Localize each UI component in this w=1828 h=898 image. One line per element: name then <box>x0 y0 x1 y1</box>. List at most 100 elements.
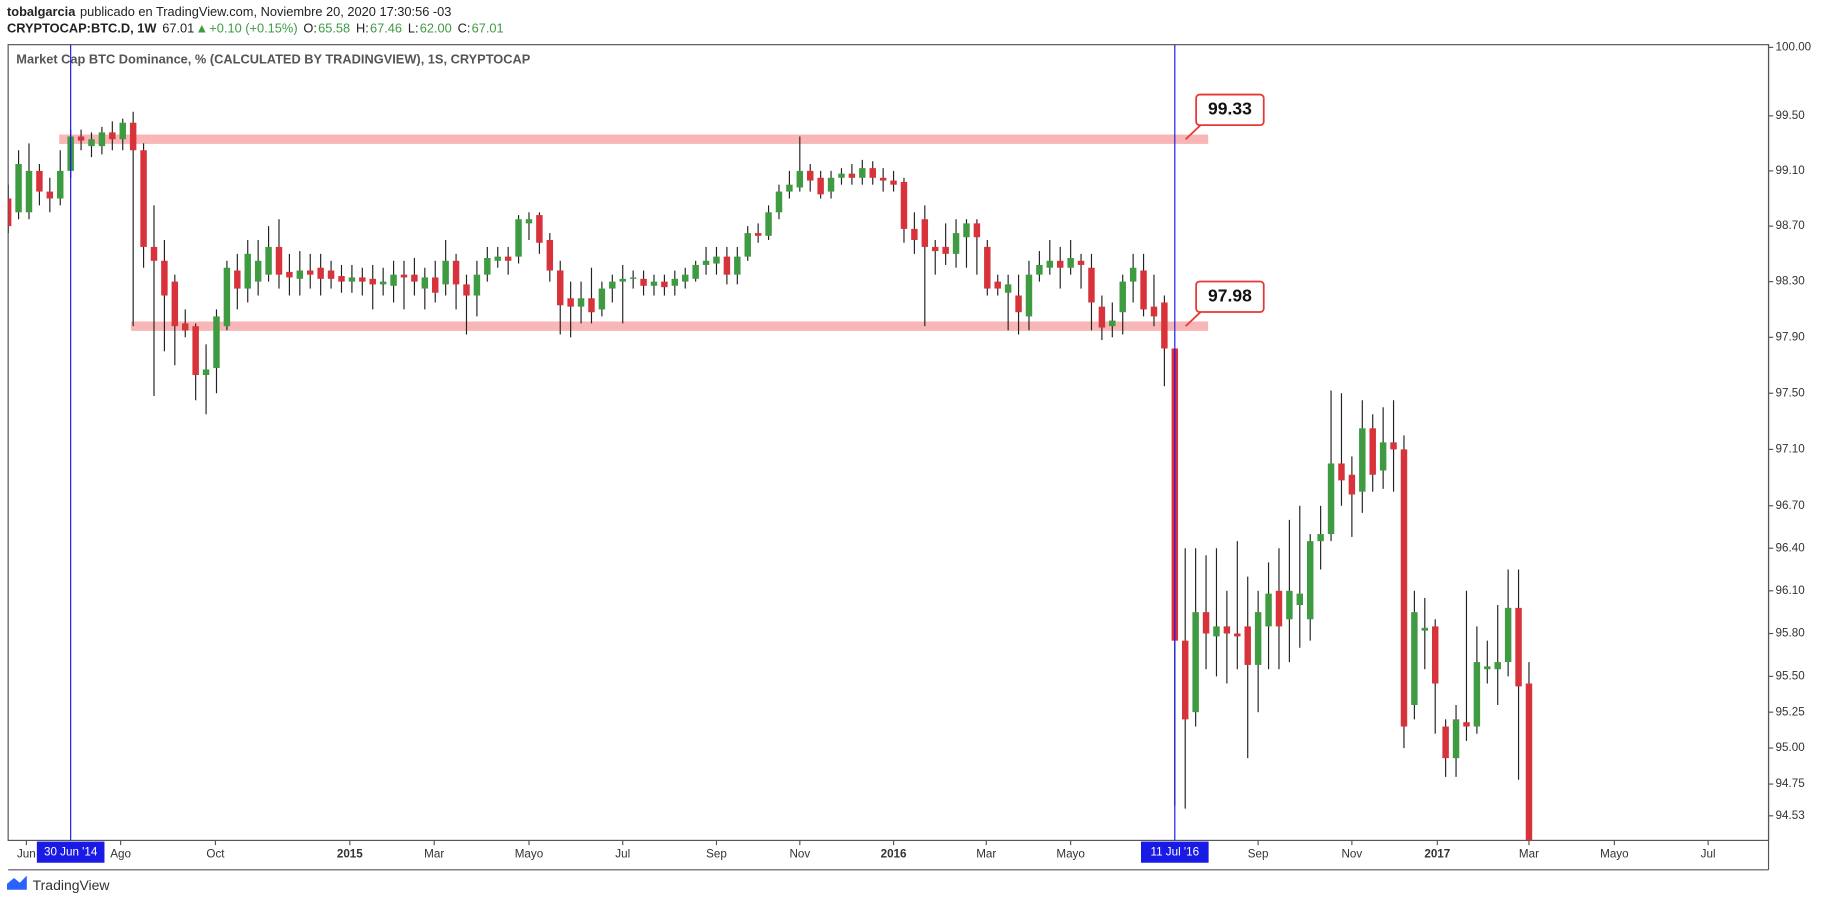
candle-body <box>296 270 304 279</box>
candle-body <box>806 170 814 181</box>
marker-label: 11 Jul '16 <box>1150 845 1199 858</box>
candle-body <box>57 170 64 199</box>
candle-body <box>963 223 970 238</box>
symbol: CRYPTOCAP:BTC.D, 1W <box>7 21 157 36</box>
candle-body <box>1379 442 1387 471</box>
marker-label-box <box>36 841 105 863</box>
brand-name: TradingView <box>33 877 111 893</box>
candle-body <box>411 274 418 282</box>
candle-body <box>629 277 637 279</box>
quote-part: 67.01 <box>472 21 504 36</box>
x-tick-label: Mayo <box>515 848 544 861</box>
candle-body <box>682 274 689 282</box>
candle-body <box>307 270 314 275</box>
candle-body <box>879 177 887 181</box>
candle-body <box>1431 626 1439 684</box>
candle-body <box>1098 306 1106 328</box>
candle-body <box>390 274 397 286</box>
candle-body <box>588 298 595 313</box>
callout-box <box>1195 280 1265 313</box>
y-tick-label: 96.40 <box>1776 541 1806 554</box>
candle-body <box>379 281 387 285</box>
candle-body <box>1317 534 1324 542</box>
candle-body <box>348 277 356 282</box>
candle-body <box>1369 428 1376 475</box>
candle-body <box>317 267 324 279</box>
candle-body <box>973 223 981 238</box>
candle-body <box>838 173 845 178</box>
y-tick-label: 95.50 <box>1776 669 1806 682</box>
candle-body <box>754 233 762 236</box>
y-tick-label: 96.70 <box>1776 499 1806 512</box>
x-tick-label: Mayo <box>1600 848 1629 861</box>
candle-body <box>1181 640 1189 720</box>
candle-body <box>546 239 554 271</box>
y-tick-label: 98.30 <box>1776 275 1806 288</box>
x-tick-label: Jun <box>17 848 36 861</box>
brand: TradingView <box>6 875 111 893</box>
candle-body <box>463 284 470 296</box>
candle-body <box>1192 612 1199 713</box>
brand-logo <box>6 875 27 890</box>
candle-body <box>1056 260 1064 268</box>
candle-body <box>911 228 918 240</box>
candle-body <box>1525 683 1533 841</box>
x-tick-label: Mar <box>976 848 996 861</box>
plot-area <box>8 44 1533 841</box>
y-tick-label: 96.10 <box>1776 584 1806 597</box>
x-tick-label: 2015 <box>337 848 363 861</box>
candle-body <box>1254 612 1262 665</box>
candle-body <box>1046 260 1054 268</box>
candle-body <box>1025 274 1033 317</box>
candle-body <box>327 270 335 279</box>
candle-body <box>25 170 33 213</box>
candle-body <box>1161 302 1168 349</box>
quote-part: 62.00 <box>420 21 452 36</box>
candle-body <box>244 253 251 289</box>
candle-body <box>1421 627 1429 631</box>
candle-body <box>213 316 220 369</box>
candle-body <box>1202 612 1210 634</box>
candle-body <box>536 215 543 243</box>
candle-body <box>671 278 679 286</box>
candle-body <box>650 281 658 286</box>
y-tick-label: 95.00 <box>1776 741 1806 754</box>
x-tick-label: Nov <box>789 848 810 861</box>
candle-body <box>359 277 366 282</box>
candle-body <box>827 177 835 192</box>
candle-body <box>859 168 866 178</box>
candle-body <box>921 219 929 247</box>
candle-body <box>713 256 720 264</box>
candle-body <box>400 274 408 278</box>
candle-body <box>1109 320 1116 327</box>
candle-body <box>1452 719 1460 759</box>
candle-body <box>525 219 533 224</box>
candle-body <box>1150 306 1158 317</box>
candle-body <box>484 258 491 275</box>
candle-body <box>15 164 22 213</box>
candle-body <box>609 281 616 289</box>
candle-body <box>1473 662 1481 727</box>
author: tobalgarcia <box>7 4 76 19</box>
candle-body <box>109 132 116 140</box>
candle-body <box>796 170 804 188</box>
candle-body <box>577 298 585 307</box>
marker-label-box <box>1140 841 1209 863</box>
y-tick-label: 98.70 <box>1776 219 1806 232</box>
candle-body <box>1088 267 1095 303</box>
candle-body <box>421 277 429 289</box>
candle-body <box>1213 626 1220 637</box>
x-tick-label: Mar <box>1519 848 1539 861</box>
candle-body <box>1463 722 1470 727</box>
candle-body <box>1400 449 1408 727</box>
candle-body <box>890 180 897 185</box>
candle-body <box>494 256 501 261</box>
x-tick-label: Mayo <box>1056 848 1085 861</box>
candle-body <box>1275 590 1283 627</box>
candle-body <box>702 260 710 265</box>
candle-body <box>984 246 991 289</box>
candle-body <box>1306 541 1314 620</box>
candle-body <box>452 260 460 285</box>
